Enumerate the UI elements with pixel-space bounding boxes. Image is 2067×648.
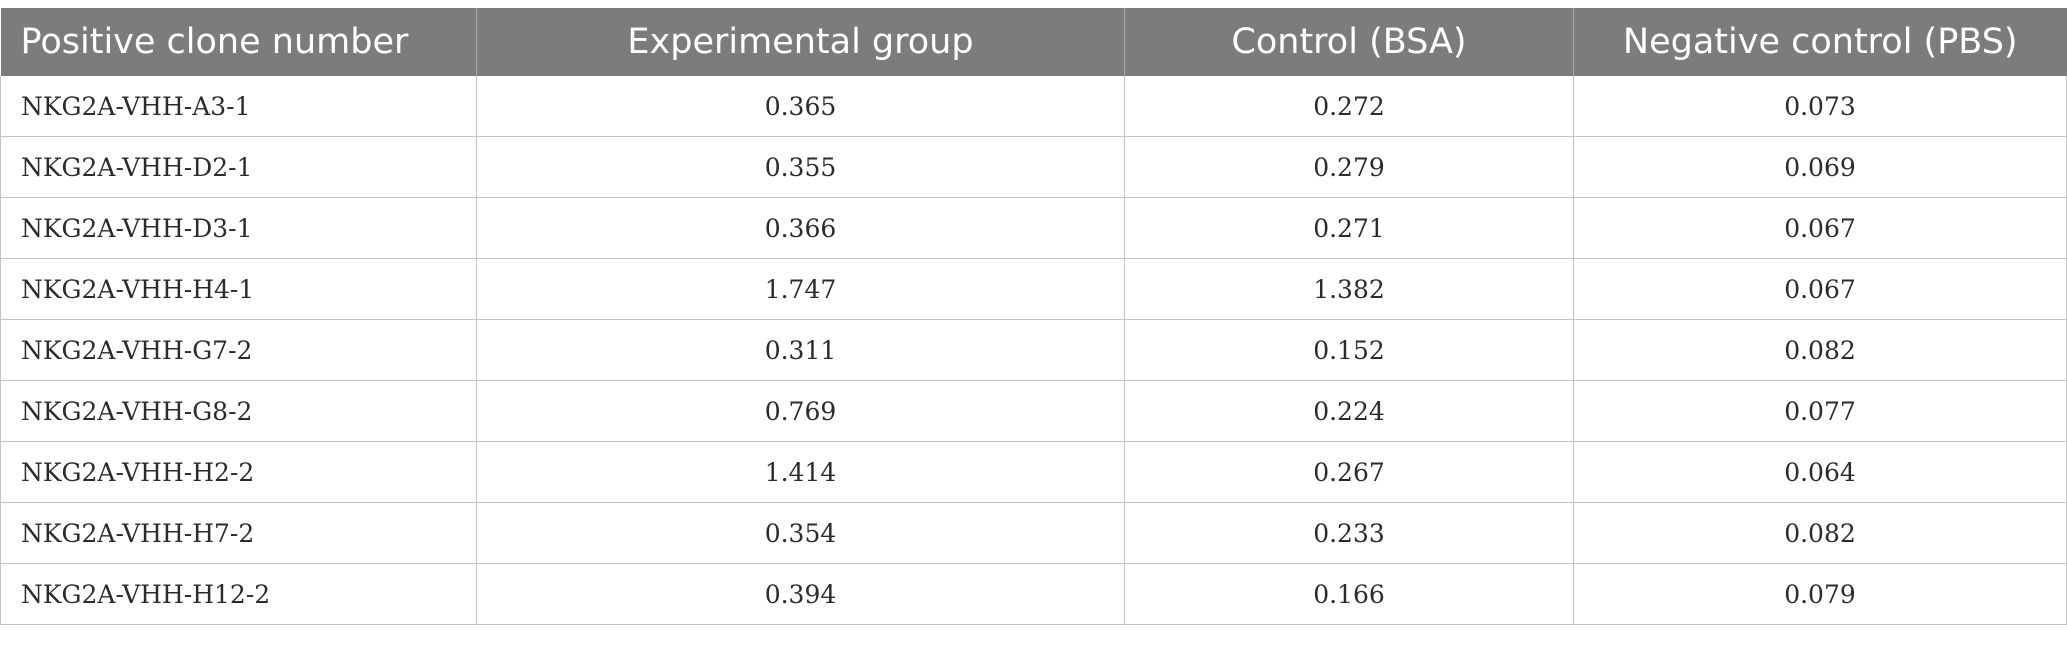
experimental-value-cell: 0.355 [476,136,1125,198]
experimental-value-cell: 0.366 [476,197,1125,259]
experimental-value-cell: 1.747 [476,258,1125,320]
negative-control-value-cell: 0.082 [1573,502,2067,564]
clone-name-cell: NKG2A-VHH-H7-2 [0,502,477,564]
header-row: Positive clone number Experimental group… [0,8,2067,76]
header-experimental-group: Experimental group [476,8,1125,76]
clone-name-cell: NKG2A-VHH-H4-1 [0,258,477,320]
table-row: NKG2A-VHH-G7-2 0.311 0.152 0.082 [0,319,2067,381]
data-table-container: Positive clone number Experimental group… [0,8,2067,625]
negative-control-value-cell: 0.077 [1573,380,2067,442]
clone-name-cell: NKG2A-VHH-D3-1 [0,197,477,259]
negative-control-value-cell: 0.079 [1573,563,2067,625]
experimental-value-cell: 0.354 [476,502,1125,564]
header-positive-clone-number: Positive clone number [0,8,477,76]
negative-control-value-cell: 0.073 [1573,76,2067,137]
table-row: NKG2A-VHH-A3-1 0.365 0.272 0.073 [0,76,2067,137]
table-body: NKG2A-VHH-A3-1 0.365 0.272 0.073 NKG2A-V… [0,76,2067,625]
control-bsa-value-cell: 0.166 [1124,563,1574,625]
table-row: NKG2A-VHH-G8-2 0.769 0.224 0.077 [0,380,2067,442]
control-bsa-value-cell: 0.224 [1124,380,1574,442]
negative-control-value-cell: 0.067 [1573,197,2067,259]
table-row: NKG2A-VHH-H7-2 0.354 0.233 0.082 [0,502,2067,564]
clone-name-cell: NKG2A-VHH-A3-1 [0,76,477,137]
negative-control-value-cell: 0.069 [1573,136,2067,198]
table-row: NKG2A-VHH-D2-1 0.355 0.279 0.069 [0,136,2067,198]
experimental-value-cell: 0.311 [476,319,1125,381]
control-bsa-value-cell: 0.272 [1124,76,1574,137]
control-bsa-value-cell: 0.233 [1124,502,1574,564]
control-bsa-value-cell: 1.382 [1124,258,1574,320]
experimental-value-cell: 0.365 [476,76,1125,137]
clone-results-table: Positive clone number Experimental group… [0,8,2067,625]
negative-control-value-cell: 0.067 [1573,258,2067,320]
negative-control-value-cell: 0.064 [1573,441,2067,503]
header-control-bsa: Control (BSA) [1124,8,1574,76]
experimental-value-cell: 1.414 [476,441,1125,503]
clone-name-cell: NKG2A-VHH-G7-2 [0,319,477,381]
experimental-value-cell: 0.769 [476,380,1125,442]
clone-name-cell: NKG2A-VHH-H12-2 [0,563,477,625]
table-row: NKG2A-VHH-H4-1 1.747 1.382 0.067 [0,258,2067,320]
clone-name-cell: NKG2A-VHH-G8-2 [0,380,477,442]
negative-control-value-cell: 0.082 [1573,319,2067,381]
experimental-value-cell: 0.394 [476,563,1125,625]
table-row: NKG2A-VHH-H2-2 1.414 0.267 0.064 [0,441,2067,503]
control-bsa-value-cell: 0.267 [1124,441,1574,503]
control-bsa-value-cell: 0.271 [1124,197,1574,259]
control-bsa-value-cell: 0.279 [1124,136,1574,198]
header-negative-control-pbs: Negative control (PBS) [1573,8,2067,76]
control-bsa-value-cell: 0.152 [1124,319,1574,381]
clone-name-cell: NKG2A-VHH-D2-1 [0,136,477,198]
clone-name-cell: NKG2A-VHH-H2-2 [0,441,477,503]
table-header: Positive clone number Experimental group… [0,8,2067,76]
table-row: NKG2A-VHH-D3-1 0.366 0.271 0.067 [0,197,2067,259]
table-row: NKG2A-VHH-H12-2 0.394 0.166 0.079 [0,563,2067,625]
